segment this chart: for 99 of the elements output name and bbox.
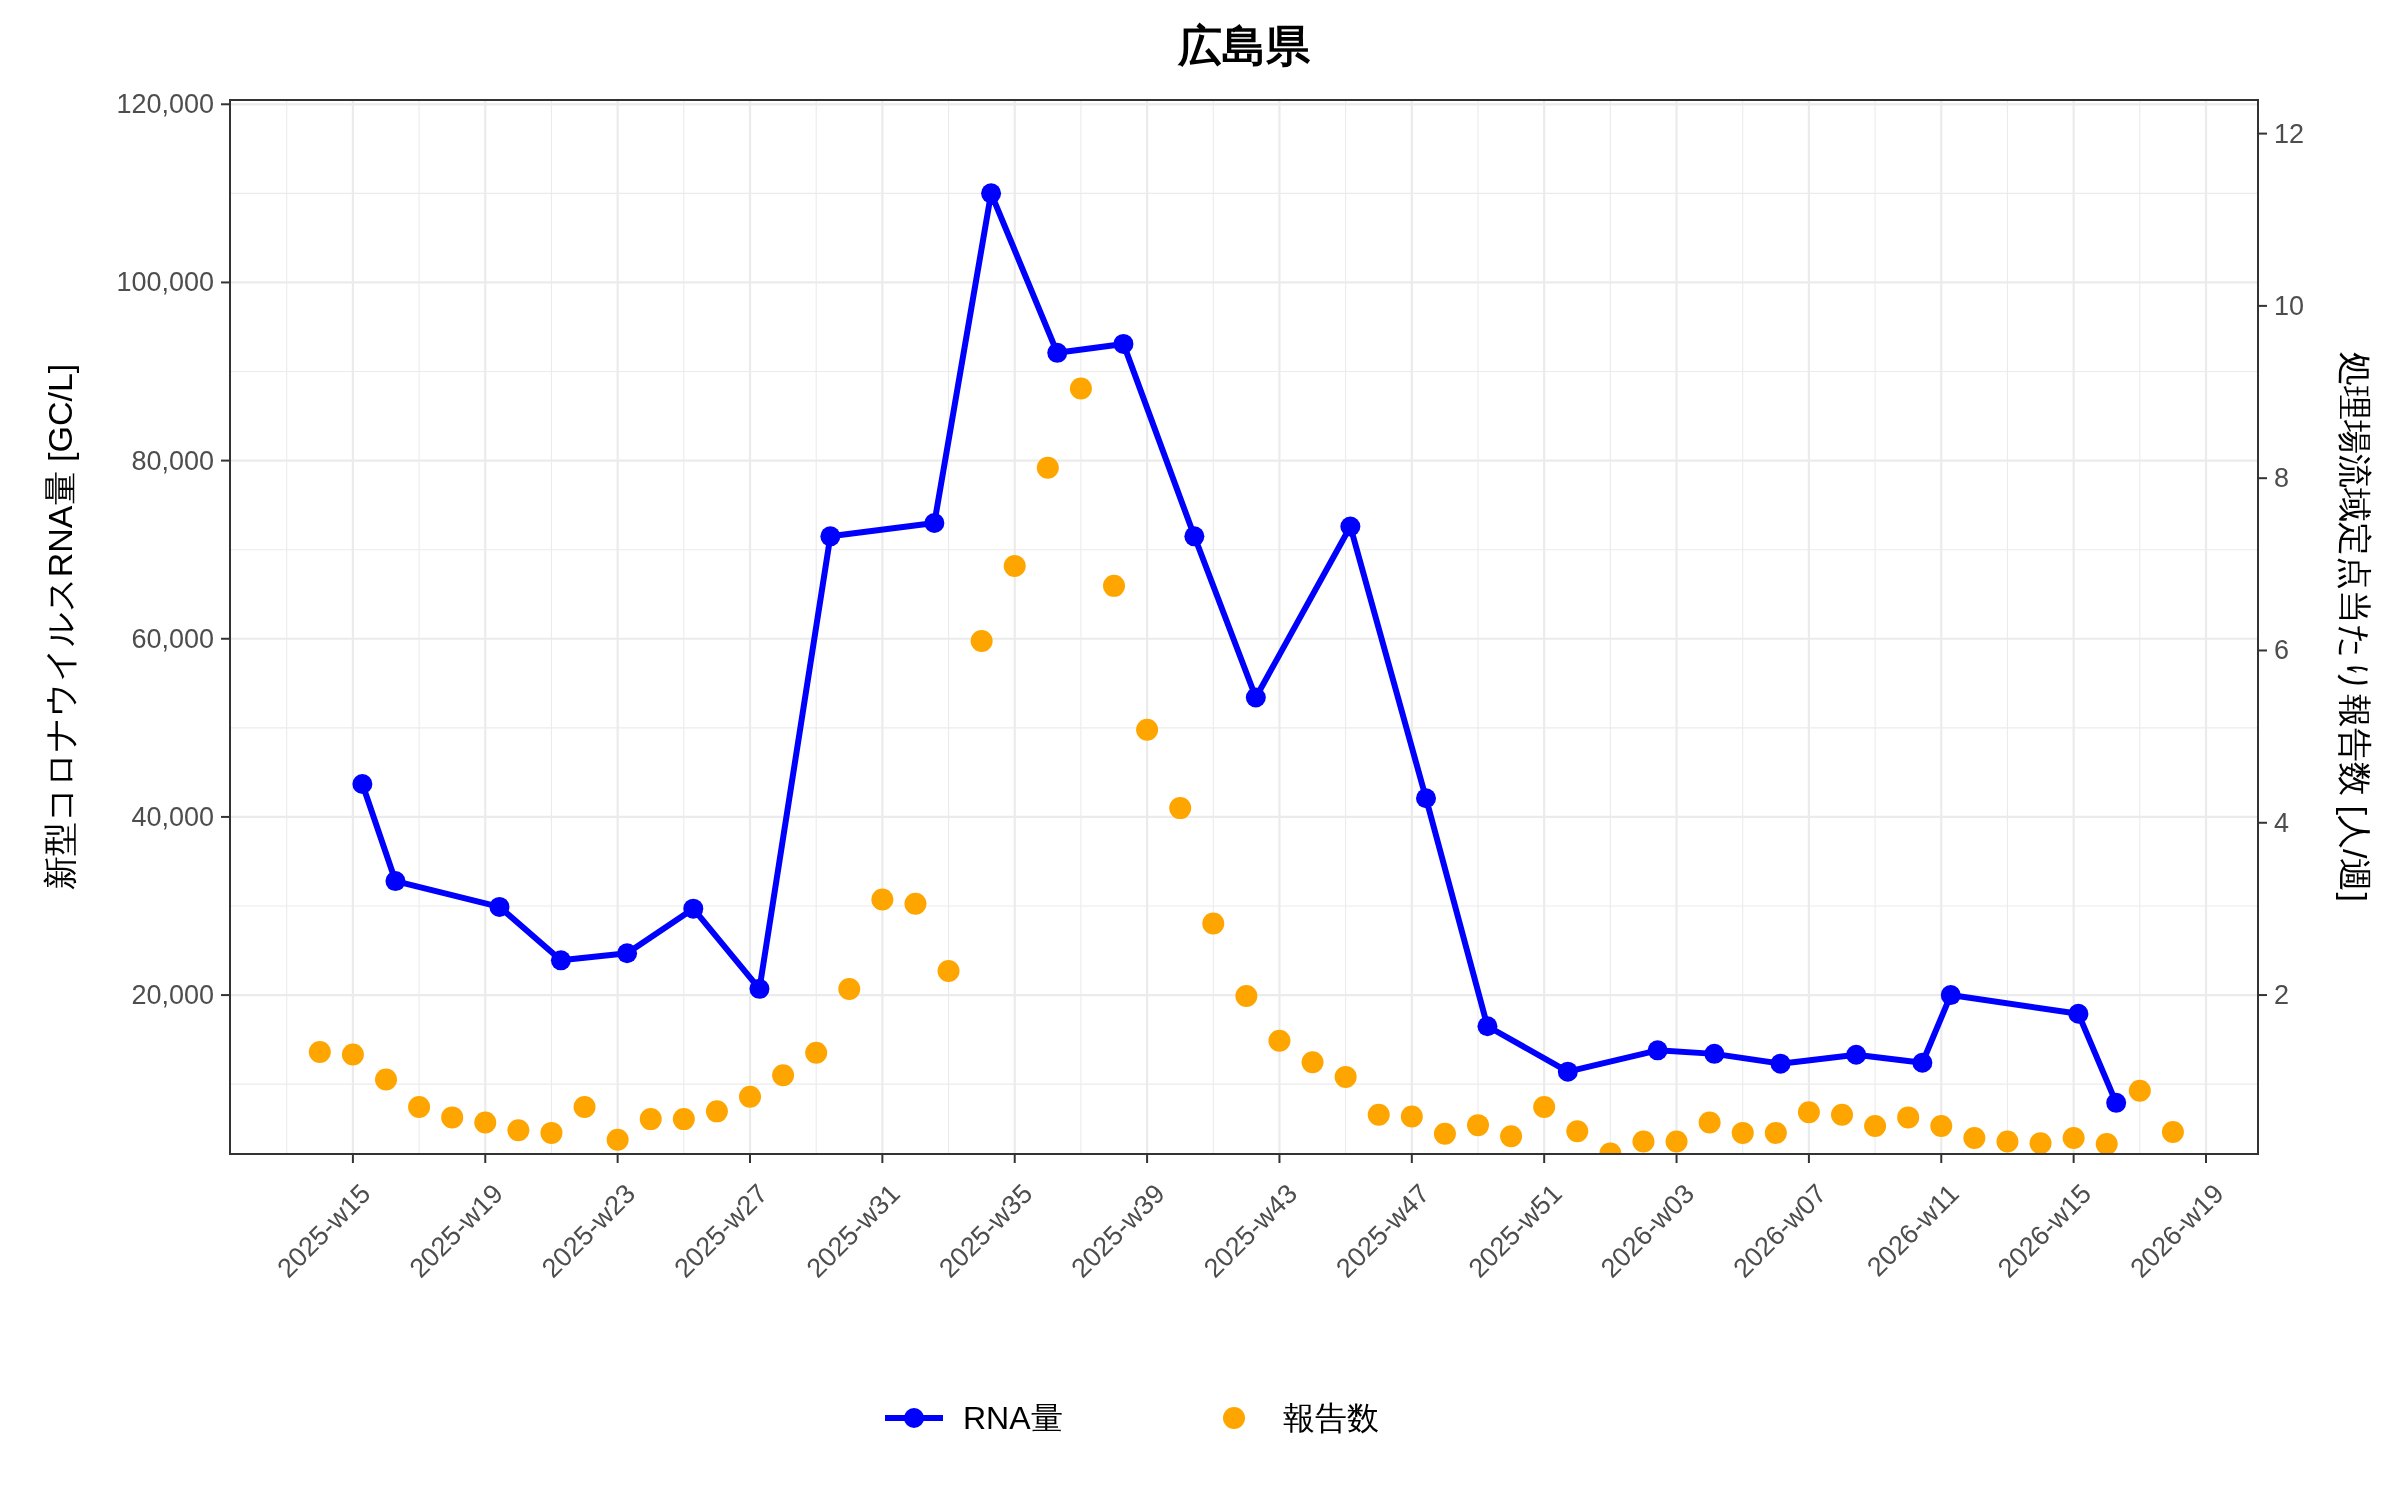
point [2068,1003,2089,1024]
y-axis-title: 新型コロナウイルスRNA量 [GC/L] [41,363,79,891]
point [1912,1052,1933,1073]
point [937,959,960,982]
y2-axis-title: 処理場流域定点当たり報告数 [人/週] [2336,352,2374,902]
point [1647,1040,1668,1061]
y2-tick-label: 2 [2274,980,2290,1011]
point [981,183,1002,204]
point [1069,377,1092,400]
point [1963,1127,1986,1150]
point [1334,1065,1357,1088]
point [550,950,571,971]
y-tick-label: 100,000 [116,267,214,298]
point [474,1111,497,1134]
point [1533,1096,1556,1119]
point [1103,574,1125,597]
point [617,943,638,964]
point [2106,1092,2127,1113]
point [749,978,770,999]
point [606,1128,629,1151]
point [1930,1115,1953,1137]
point [672,1108,695,1131]
y2-tick-label: 6 [2274,635,2290,666]
point [970,630,993,652]
point [1003,555,1026,578]
point [805,1041,828,1064]
point [1235,984,1258,1007]
chart-title: 広島県 [1177,20,1311,70]
y2-tick-label: 12 [2274,118,2305,149]
point [871,888,894,911]
point [1416,788,1436,809]
legend-label: 報告数 [1283,1400,1379,1436]
point [1704,1043,1725,1064]
y-tick-label: 20,000 [131,980,214,1011]
point [1184,526,1205,547]
point [1764,1121,1787,1144]
point [904,892,927,915]
point [1665,1130,1688,1153]
point [924,512,945,533]
point [1113,333,1134,354]
y2-tick-label: 10 [2274,290,2305,321]
point [639,1108,662,1131]
point [1202,912,1225,935]
point [1566,1120,1589,1143]
point [1897,1106,1920,1129]
point [1500,1125,1523,1148]
point [507,1119,530,1142]
point [1797,1101,1820,1124]
y-tick-label: 120,000 [116,89,214,120]
point [1340,516,1361,537]
point [540,1121,563,1144]
point [408,1096,431,1119]
point [772,1064,795,1087]
point [2062,1127,2085,1150]
y-tick-label: 40,000 [131,801,214,832]
point [1996,1130,2019,1153]
point [1940,985,1961,1006]
point [573,1096,596,1119]
point [1036,456,1059,479]
point [1136,718,1159,741]
point [308,1040,331,1063]
point [1047,342,1068,363]
point [352,773,373,794]
y-tick-label: 80,000 [131,445,214,476]
point [1268,1029,1291,1052]
point [705,1100,728,1123]
point [1367,1103,1390,1126]
point [2128,1079,2151,1102]
point [838,978,861,1001]
point [2029,1132,2052,1154]
point [820,526,841,547]
legend-label: RNA量 [963,1400,1063,1436]
y2-tick-label: 8 [2274,463,2290,494]
point [1557,1061,1578,1082]
point [2161,1121,2184,1144]
point [1731,1121,1754,1144]
y-tick-label: 60,000 [131,623,214,654]
point [489,896,510,917]
point [1632,1130,1655,1153]
point [1831,1103,1853,1126]
point [385,871,406,892]
point [341,1043,364,1066]
point [375,1068,397,1091]
point [739,1085,761,1108]
point [1698,1111,1721,1134]
point [1467,1114,1489,1137]
point [1301,1051,1324,1074]
point [1770,1053,1791,1074]
point [2095,1133,2118,1154]
point [1400,1105,1423,1128]
point [1477,1016,1498,1037]
point [1245,687,1266,708]
point [1846,1044,1867,1065]
point [1169,797,1192,820]
point [441,1106,464,1129]
point [1864,1115,1887,1137]
point [1433,1122,1456,1145]
point [683,898,704,919]
y2-tick-label: 4 [2274,807,2290,838]
